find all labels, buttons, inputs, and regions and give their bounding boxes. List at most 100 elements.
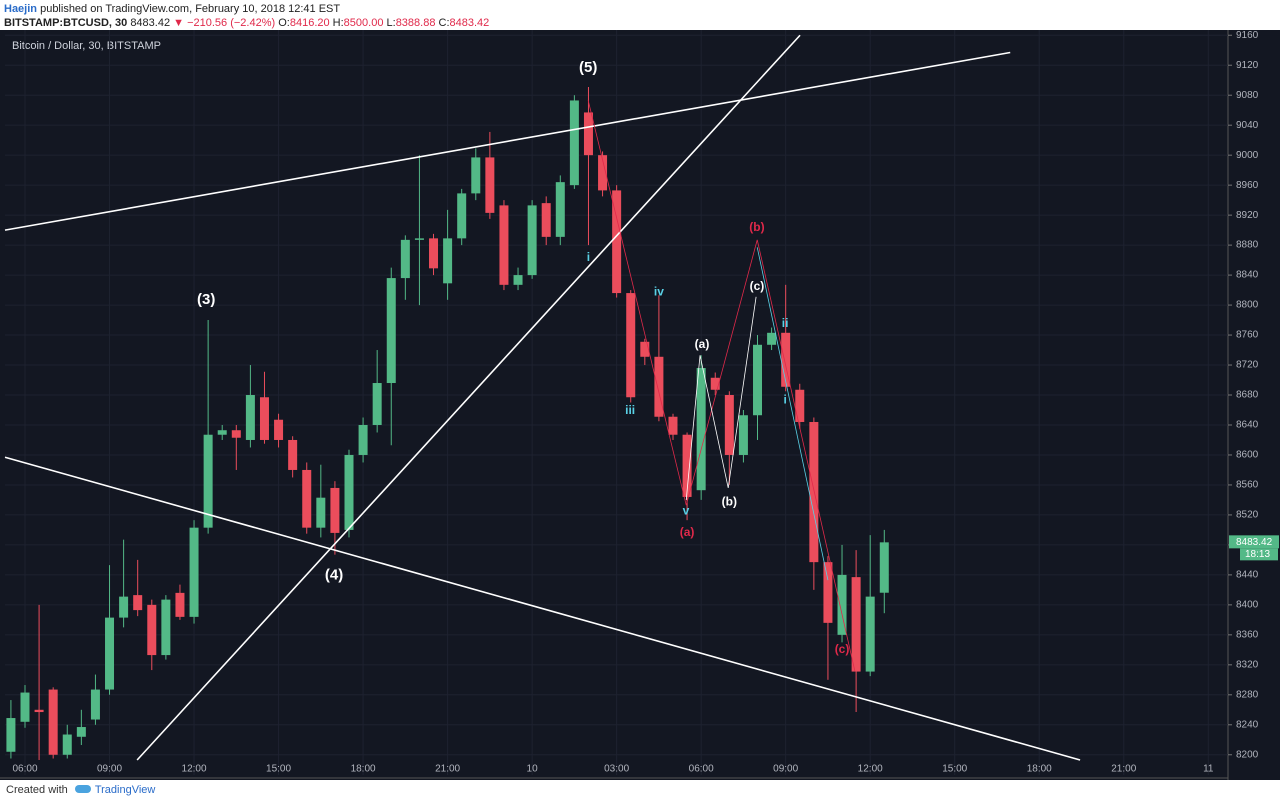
chart-title: Bitcoin / Dollar, 30, BITSTAMP <box>12 40 161 52</box>
candle-body <box>485 157 495 213</box>
author[interactable]: Haejin <box>4 3 38 15</box>
candle-body <box>541 203 551 237</box>
wave-label: (a) <box>680 525 695 539</box>
trendline <box>4 456 1081 761</box>
wave-label: (b) <box>749 220 764 234</box>
candle-body <box>879 542 889 593</box>
y-tick-label: 8200 <box>1236 749 1259 760</box>
candle-body <box>203 434 213 528</box>
countdown-label: 18:13 <box>1245 549 1270 560</box>
y-tick-label: 9160 <box>1236 30 1259 41</box>
x-tick-label: 15:00 <box>942 764 967 775</box>
wave-label: (b) <box>722 494 737 508</box>
wave-label: i <box>783 392 786 406</box>
candle-body <box>62 734 72 755</box>
candle-body <box>259 397 269 440</box>
candle-body <box>654 356 664 417</box>
candle-body <box>161 599 171 656</box>
y-tick-label: 8920 <box>1236 210 1259 221</box>
candle-body <box>288 439 298 470</box>
wave-label: iv <box>654 284 664 298</box>
candle-body <box>668 416 678 435</box>
trendline <box>756 247 829 581</box>
y-tick-label: 8440 <box>1236 570 1259 581</box>
candle-body <box>767 332 777 345</box>
y-tick-label: 9080 <box>1236 90 1259 101</box>
candle-body <box>34 709 44 713</box>
last-price-label: 8483.42 <box>1236 537 1273 548</box>
trendline <box>685 296 757 500</box>
x-tick-label: 06:00 <box>689 764 714 775</box>
y-tick-label: 9120 <box>1236 60 1259 71</box>
candle-body <box>781 332 791 387</box>
change: ▼ −210.56 (−2.42%) <box>173 17 276 29</box>
x-tick-label: 18:00 <box>1027 764 1052 775</box>
y-tick-label: 8840 <box>1236 270 1259 281</box>
y-tick-label: 8760 <box>1236 330 1259 341</box>
brand[interactable]: TradingView <box>94 784 156 796</box>
wave-label: (c) <box>750 279 765 293</box>
x-tick-label: 09:00 <box>97 764 122 775</box>
candle-body <box>738 415 748 455</box>
candle-body <box>682 434 692 497</box>
candle-body <box>443 238 453 284</box>
wave-label: ii <box>782 316 789 330</box>
candle-body <box>20 692 30 722</box>
candle-body <box>6 718 16 752</box>
candle-body <box>76 727 86 737</box>
footer-text: Created with <box>6 784 68 796</box>
candle-body <box>569 100 579 186</box>
wave-label: iii <box>625 403 635 417</box>
trendline <box>587 100 856 672</box>
y-tick-label: 8320 <box>1236 659 1259 670</box>
symbol: BITSTAMP:BTCUSD, 30 <box>4 17 128 29</box>
candle-body <box>809 421 819 563</box>
candle-body <box>823 562 833 623</box>
candle-body <box>513 275 523 285</box>
y-tick-label: 8240 <box>1236 719 1259 730</box>
candle-body <box>471 157 481 194</box>
candle-body <box>217 430 227 435</box>
candle-body <box>175 592 185 617</box>
y-tick-label: 8960 <box>1236 180 1259 191</box>
header-quote: BITSTAMP:BTCUSD, 30 8483.42 ▼ −210.56 (−… <box>4 17 489 29</box>
x-tick-label: 21:00 <box>435 764 460 775</box>
footer: Created with TradingView <box>6 784 155 796</box>
wave-label: (5) <box>579 59 597 76</box>
candle-body <box>372 383 382 425</box>
y-tick-label: 8680 <box>1236 390 1259 401</box>
candle-body <box>753 344 763 416</box>
candle-body <box>429 238 439 269</box>
candle-body <box>555 182 565 237</box>
wave-label: (4) <box>325 567 343 584</box>
trendline <box>4 51 1011 231</box>
last-price-box <box>1229 535 1279 549</box>
y-tick-label: 8800 <box>1236 300 1259 311</box>
value: 8500.00 <box>343 17 384 29</box>
countdown-box <box>1240 548 1278 561</box>
value: 8416.20 <box>289 17 330 29</box>
candle-body <box>640 341 650 357</box>
x-tick-label: 12:00 <box>182 764 207 775</box>
candle-body <box>231 430 241 438</box>
candle-body <box>189 527 199 617</box>
header-line: Haejin published on TradingView.com, Feb… <box>4 3 340 15</box>
candle-body <box>696 368 706 491</box>
y-tick-label: 8720 <box>1236 360 1259 371</box>
y-tick-label: 9000 <box>1236 150 1259 161</box>
candle-body <box>274 419 284 440</box>
label: H: <box>332 17 344 29</box>
y-tick-label: 8600 <box>1236 450 1259 461</box>
wave-label: (a) <box>695 337 710 351</box>
y-tick-label: 8640 <box>1236 420 1259 431</box>
candle-body <box>105 617 115 690</box>
chart: Bitcoin / Dollar, 30, BITSTAMP 8200 8240 8… <box>0 30 1280 780</box>
y-tick-label: 9040 <box>1236 120 1259 131</box>
y-tick-label: 8400 <box>1236 600 1259 611</box>
candle-body <box>865 596 875 672</box>
candle-body <box>527 205 537 276</box>
wave-label: v <box>683 503 690 517</box>
candle-body <box>710 377 720 390</box>
wave-label: i <box>587 250 590 264</box>
